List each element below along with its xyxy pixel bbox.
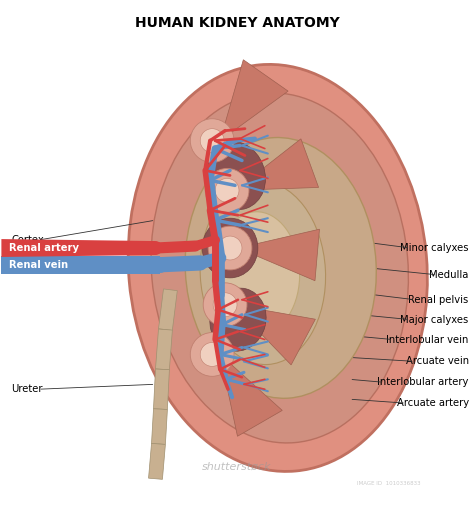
Text: Medulla: Medulla bbox=[429, 270, 469, 280]
Polygon shape bbox=[220, 355, 282, 436]
Ellipse shape bbox=[203, 283, 247, 327]
Text: IMAGE ID  1010336833: IMAGE ID 1010336833 bbox=[357, 481, 421, 486]
Polygon shape bbox=[233, 305, 315, 365]
Text: Cortex: Cortex bbox=[11, 235, 44, 245]
Text: Arcuate vein: Arcuate vein bbox=[406, 357, 469, 367]
Ellipse shape bbox=[200, 181, 326, 365]
Text: Major calyxes: Major calyxes bbox=[401, 315, 469, 325]
Ellipse shape bbox=[210, 288, 266, 351]
Ellipse shape bbox=[128, 65, 428, 472]
Polygon shape bbox=[154, 369, 169, 410]
Ellipse shape bbox=[185, 137, 376, 398]
Ellipse shape bbox=[205, 169, 249, 212]
Ellipse shape bbox=[215, 178, 239, 203]
Text: Interlobular vein: Interlobular vein bbox=[386, 334, 469, 344]
Text: Minor calyxes: Minor calyxes bbox=[400, 243, 469, 253]
Ellipse shape bbox=[216, 212, 300, 334]
Polygon shape bbox=[1, 256, 161, 274]
Text: Arcuate artery: Arcuate artery bbox=[397, 398, 469, 408]
Polygon shape bbox=[158, 289, 177, 330]
Polygon shape bbox=[1, 239, 155, 257]
Polygon shape bbox=[152, 409, 167, 444]
Polygon shape bbox=[155, 329, 173, 370]
Ellipse shape bbox=[190, 333, 234, 376]
Polygon shape bbox=[220, 60, 288, 140]
Polygon shape bbox=[238, 229, 319, 281]
Text: Interlobular artery: Interlobular artery bbox=[377, 377, 469, 387]
Ellipse shape bbox=[153, 257, 168, 273]
Text: Renal vein: Renal vein bbox=[9, 260, 68, 270]
Text: Ureter: Ureter bbox=[11, 384, 43, 394]
Ellipse shape bbox=[202, 218, 258, 278]
Text: Renal pelvis: Renal pelvis bbox=[409, 295, 469, 305]
Text: shutterstøck: shutterstøck bbox=[202, 462, 272, 472]
Ellipse shape bbox=[218, 236, 242, 260]
Ellipse shape bbox=[208, 226, 252, 270]
Ellipse shape bbox=[151, 93, 409, 443]
Ellipse shape bbox=[200, 129, 224, 153]
Ellipse shape bbox=[213, 293, 237, 317]
Text: Renal artery: Renal artery bbox=[9, 243, 79, 253]
Polygon shape bbox=[235, 139, 319, 190]
Ellipse shape bbox=[205, 141, 265, 210]
Text: HUMAN KIDNEY ANATOMY: HUMAN KIDNEY ANATOMY bbox=[135, 16, 339, 30]
Ellipse shape bbox=[190, 119, 234, 163]
Polygon shape bbox=[148, 443, 165, 479]
Ellipse shape bbox=[200, 342, 224, 366]
Ellipse shape bbox=[148, 241, 163, 255]
